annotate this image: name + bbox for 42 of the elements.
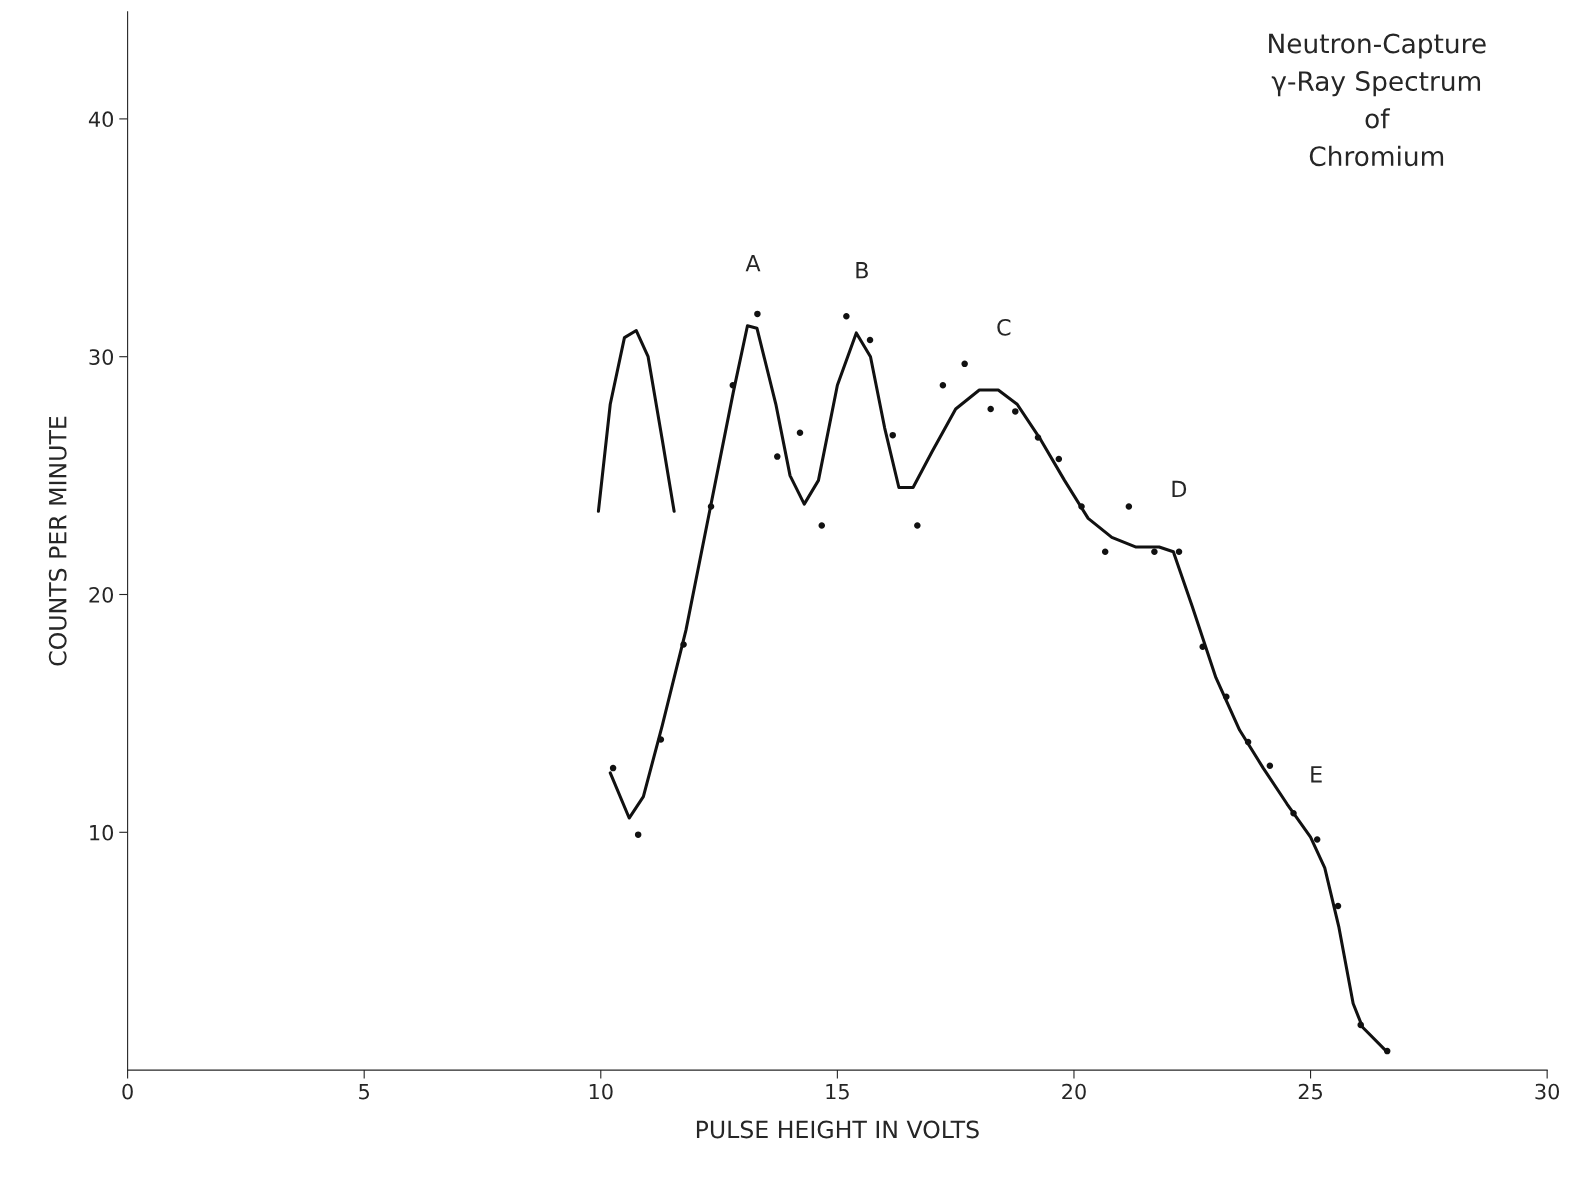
x-tick-label: 0 <box>122 1083 133 1100</box>
x-tick-label: 30 <box>1535 1083 1560 1100</box>
point <box>774 453 781 460</box>
y-tick-label: 20 <box>89 586 114 603</box>
point <box>1175 548 1183 555</box>
annotation: A <box>745 254 761 272</box>
x-tick-label: 5 <box>359 1083 369 1100</box>
point <box>987 405 994 413</box>
point <box>1151 548 1158 555</box>
annotation: C <box>997 318 1011 336</box>
x-tick-label: 10 <box>589 1083 613 1100</box>
point <box>1101 548 1109 555</box>
point <box>1012 408 1019 415</box>
y-axis-title: COUNTS PER MINUTE <box>48 416 67 666</box>
x-tick-label: 15 <box>826 1083 849 1100</box>
point <box>1266 762 1274 769</box>
x-tick-label: 20 <box>1062 1083 1086 1100</box>
y-tick-label: 40 <box>88 111 114 128</box>
point <box>961 360 968 368</box>
x-tick-label: 25 <box>1298 1083 1322 1100</box>
point <box>939 381 947 389</box>
point <box>1313 836 1321 843</box>
point <box>1055 455 1063 463</box>
point <box>754 310 761 318</box>
point <box>914 522 921 529</box>
y-tick-label: 10 <box>90 824 114 841</box>
point <box>796 429 804 437</box>
x-axis-title: PULSE HEIGHT IN VOLTS <box>696 1120 979 1139</box>
annotation: D <box>1172 480 1187 498</box>
line-series <box>596 329 676 513</box>
point <box>609 764 617 772</box>
annotation: B <box>856 262 868 279</box>
point <box>1125 503 1133 510</box>
annotation: E <box>1311 766 1322 783</box>
point <box>889 431 896 439</box>
y-tick-label: 30 <box>89 349 114 365</box>
point <box>866 336 874 344</box>
point <box>634 831 642 838</box>
point <box>818 522 826 529</box>
point <box>1334 902 1342 910</box>
point <box>843 313 850 320</box>
text: Neutron-Capture γ-Ray Spectrum of Chromium <box>1269 33 1486 167</box>
